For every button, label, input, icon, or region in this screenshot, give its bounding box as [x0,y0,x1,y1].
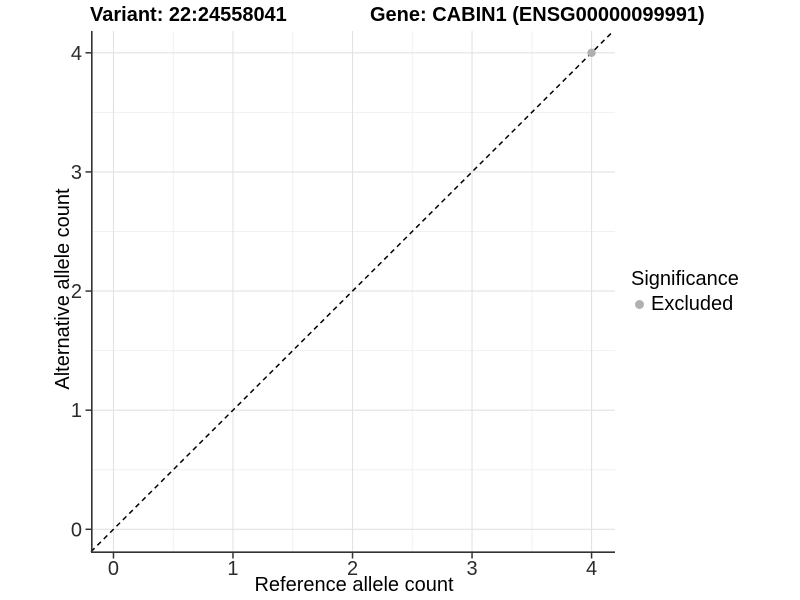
legend-item-label: Excluded [651,293,734,315]
x-tick-label: 1 [227,558,238,580]
axis-lines [91,31,615,554]
x-tick-label: 4 [586,558,597,580]
legend-key-box [631,296,648,313]
x-axis-title: Reference allele count [254,574,454,596]
legend-item-excluded: Excluded [631,292,739,316]
legend-title: Significance [631,268,739,290]
y-tick-label: 0 [71,519,82,541]
plot-title-variant: Variant: 22:24558041 [90,4,287,26]
y-tick-label: 2 [71,281,82,303]
plot-title-gene: Gene: CABIN1 (ENSG00000099991) [370,4,705,26]
x-tick-label: 3 [466,558,477,580]
y-tick-label: 1 [71,400,82,422]
identity-line [90,30,614,553]
plot-canvas: 0 1 2 3 4 0 1 2 3 4 [71,30,615,580]
y-tick-label: 4 [71,43,82,65]
excluded-point-icon [635,299,644,309]
legend: Significance Excluded [631,266,739,316]
axis-ticks: 0 1 2 3 4 0 1 2 3 4 [71,43,597,580]
gridlines-major [91,31,615,553]
x-tick-label: 2 [347,558,358,580]
y-tick-label: 3 [71,162,82,184]
data-point [587,48,596,57]
plot-panel: 0 1 2 3 4 0 1 2 3 4 [71,30,615,580]
x-tick-label: 0 [108,558,119,580]
